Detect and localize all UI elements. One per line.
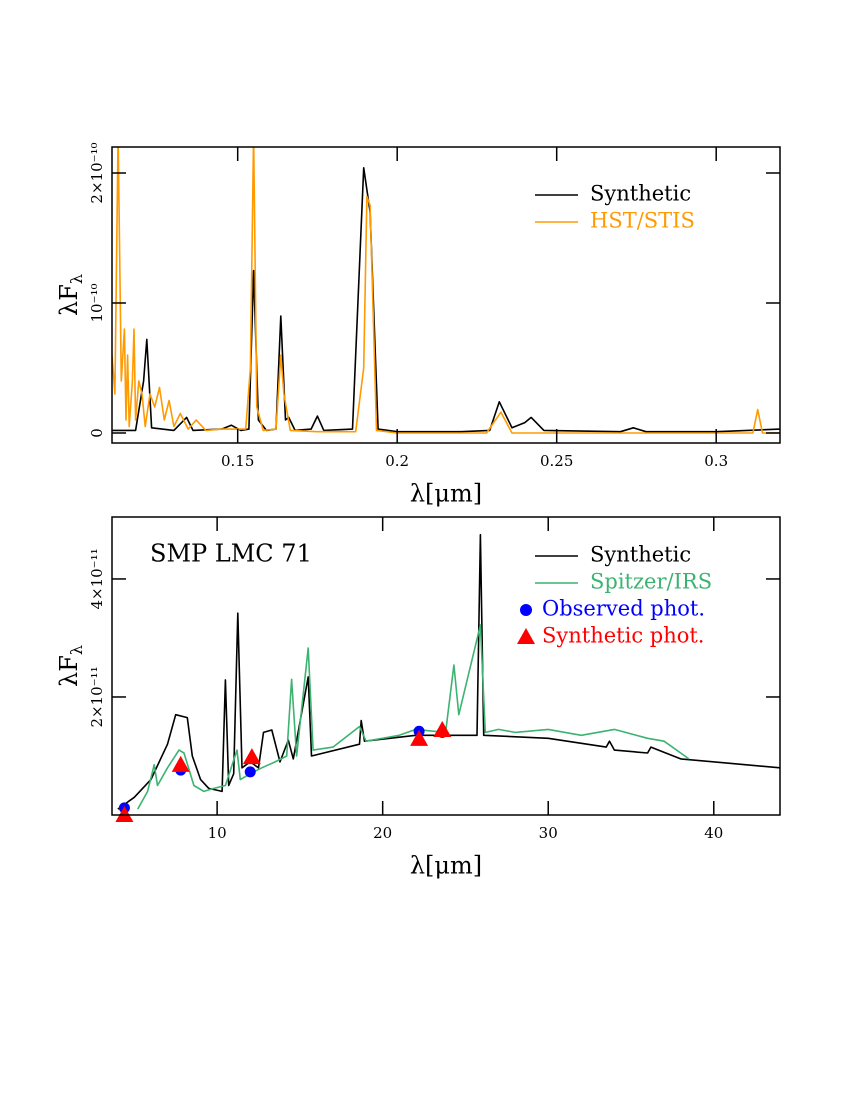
y-tick-label: 0 [88, 428, 106, 438]
y-tick-label: 4×10⁻¹¹ [88, 548, 106, 609]
y-axis-label-main: λF [55, 655, 83, 687]
x-tick-label: 0.2 [385, 452, 409, 470]
legend-label: Observed phot. [542, 597, 705, 621]
y-axis-label-sub: λ [67, 274, 86, 284]
legend-marker [520, 604, 532, 616]
plot-frame [111, 516, 781, 816]
x-tick-label: 0.15 [221, 452, 254, 470]
legend-label: Synthetic [590, 182, 691, 206]
chart: 10 20 30 40 2×10⁻¹¹ 4×10⁻¹¹ λ[μm] λFλ SMP LMC 71… [55, 516, 781, 880]
y-axis-label: λFλ [55, 274, 86, 316]
plot-area [112, 147, 780, 434]
legend-marker [517, 628, 535, 644]
synthetic-point [410, 729, 429, 746]
observed-point [244, 766, 256, 778]
x-tick-label: 10 [208, 824, 227, 842]
synthetic-point [115, 806, 134, 822]
x-axis-label: λ[μm] [410, 480, 482, 508]
chart: 0.15 0.2 0.25 0.3 0 10⁻¹⁰ 2×10⁻¹⁰ λ[μm] λFλ Synth… [55, 142, 781, 508]
synthetic-point [171, 755, 190, 772]
synthetic-point [433, 721, 452, 738]
spectrum-line [112, 147, 780, 434]
x-tick-label: 30 [539, 824, 558, 842]
plot-area [117, 533, 780, 810]
legend-label: HST/STIS [590, 209, 695, 233]
spectrum-line [112, 167, 780, 433]
x-tick-label: 20 [373, 824, 392, 842]
legend-label: Synthetic [590, 543, 691, 567]
spectrum-line [137, 624, 690, 810]
x-tick-label: 0.25 [540, 452, 573, 470]
y-axis-label: λFλ [55, 645, 86, 687]
legend-label: Spitzer/IRS [590, 570, 712, 594]
y-axis-label-main: λF [55, 284, 83, 316]
x-axis-label: λ[μm] [410, 852, 482, 880]
y-tick-label: 2×10⁻¹⁰ [88, 142, 106, 203]
spectrum-line [117, 533, 780, 810]
y-tick-label: 10⁻¹⁰ [88, 283, 106, 322]
annotation: SMP LMC 71 [150, 540, 312, 568]
y-axis-label-sub: λ [67, 645, 86, 655]
legend-label: Synthetic phot. [542, 624, 704, 648]
x-tick-label: 40 [704, 824, 723, 842]
x-tick-label: 0.3 [704, 452, 728, 470]
y-tick-label: 2×10⁻¹¹ [88, 666, 106, 727]
synthetic-point [242, 748, 261, 765]
plot-frame [111, 146, 781, 444]
